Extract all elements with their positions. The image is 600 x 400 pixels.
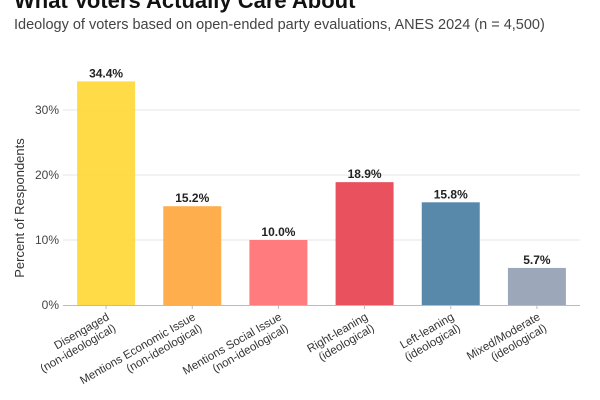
x-tick-label: Left-leaning(ideological) — [397, 311, 463, 364]
bar — [163, 206, 222, 305]
bar — [249, 240, 308, 305]
y-tick-label: 30% — [35, 103, 59, 117]
bar — [507, 267, 566, 305]
bar — [77, 81, 136, 306]
data-label: 5.7% — [523, 253, 551, 267]
chart-title: What Voters Actually Care About — [14, 0, 356, 13]
y-tick-label: 10% — [35, 233, 59, 247]
x-tick-label: Mixed/Moderate(ideological) — [465, 311, 549, 374]
data-label: 15.8% — [434, 187, 468, 201]
bar — [335, 182, 394, 305]
y-tick-label: 20% — [35, 168, 59, 182]
data-label: 18.9% — [348, 167, 382, 181]
data-label: 10.0% — [261, 225, 295, 239]
bar — [421, 202, 480, 305]
chart-subtitle: Ideology of voters based on open-ended p… — [14, 17, 545, 33]
y-axis-label: Percent of Respondents — [12, 138, 27, 278]
y-tick-label: 0% — [42, 298, 60, 312]
data-label: 34.4% — [89, 66, 123, 80]
x-tick-label: Right-leaning(ideological) — [305, 311, 376, 367]
data-label: 15.2% — [175, 191, 209, 205]
